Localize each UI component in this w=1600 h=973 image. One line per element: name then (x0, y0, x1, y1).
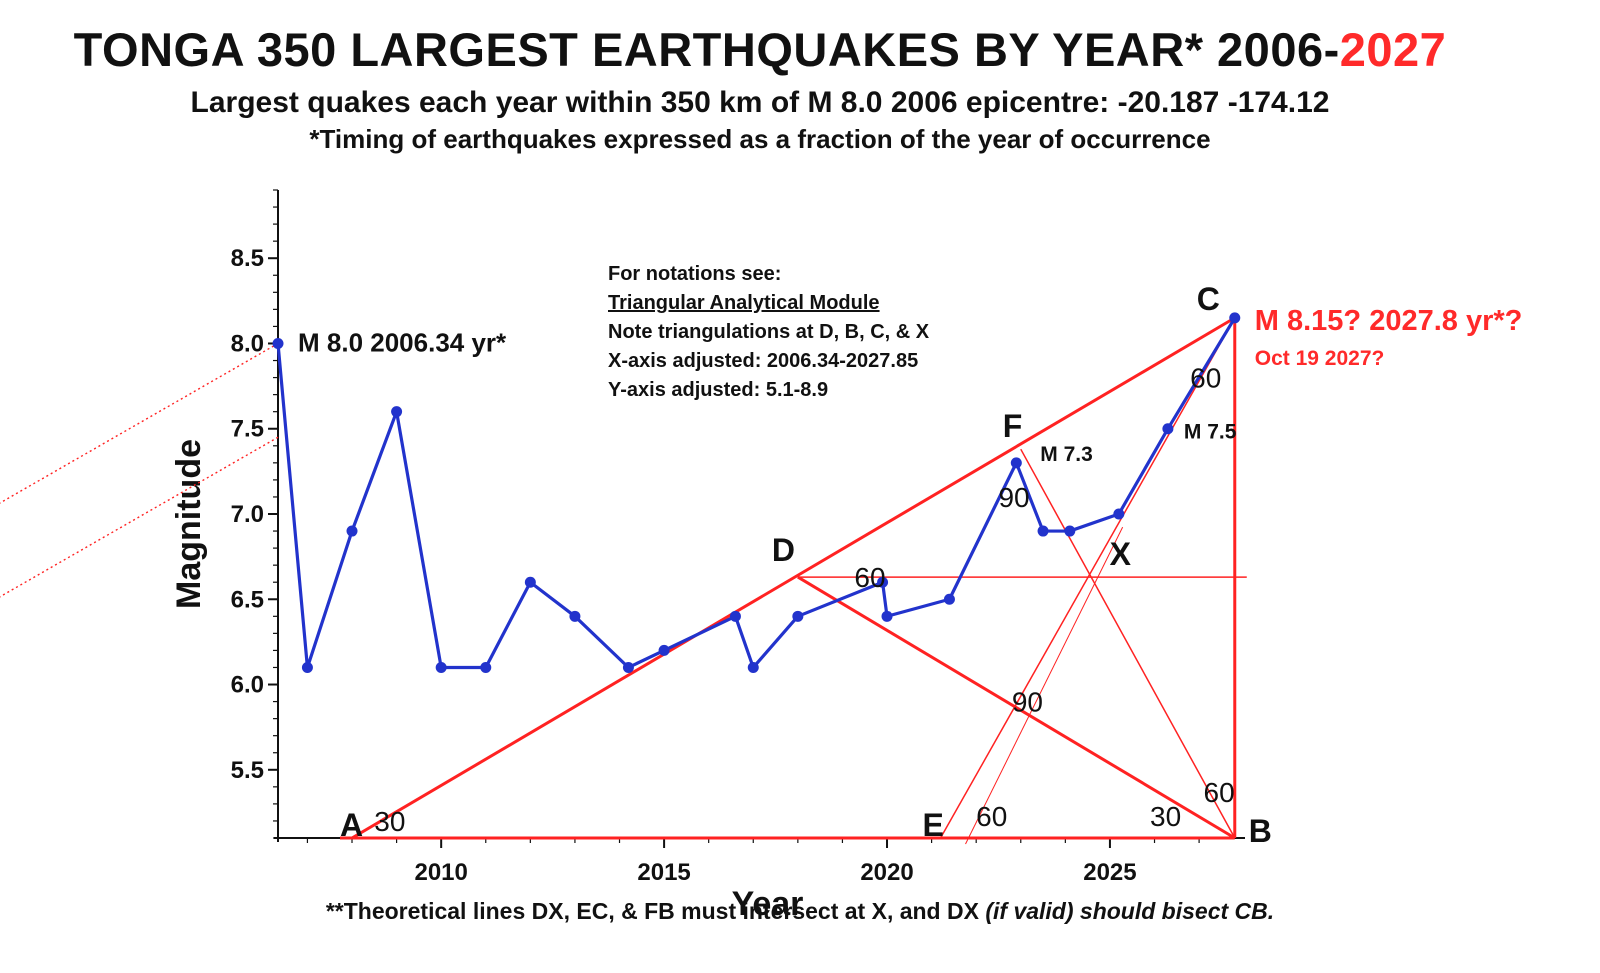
annotation-m73: M 7.3 (1040, 443, 1093, 466)
data-point (622, 661, 634, 673)
notes-line-3: Note triangulations at D, B, C, & X (608, 321, 930, 343)
data-point (1064, 525, 1076, 537)
annotation-forecast-date: Oct 19 2027? (1255, 347, 1385, 370)
angle-label: 30 (374, 806, 405, 837)
x-tick-label: 2010 (414, 859, 467, 886)
notes-line-4: X-axis adjusted: 2006.34-2027.85 (608, 350, 919, 372)
notes-line-1: For notations see: (608, 263, 782, 285)
data-point (272, 337, 284, 349)
footnote-italic: (if valid) should bisect CB. (985, 898, 1275, 924)
data-point (943, 593, 955, 605)
line-E-parallel (965, 526, 1124, 845)
angle-label: 60 (1204, 777, 1235, 808)
data-point (1010, 457, 1022, 469)
data-point (877, 576, 889, 588)
point-label-F: F (1003, 408, 1023, 444)
data-point (747, 661, 759, 673)
notes-line-2: Triangular Analytical Module (608, 292, 880, 314)
dotted-parallel-line (0, 436, 279, 598)
angle-label: 90 (1012, 687, 1043, 718)
annotation-m75: M 7.5 (1184, 421, 1237, 444)
chart-title: TONGA 350 LARGEST EARTHQUAKES BY YEAR* 2… (0, 22, 1520, 77)
x-tick-label: 2025 (1083, 859, 1136, 886)
annotation-forecast: M 8.15? 2027.8 yr*? (1255, 305, 1523, 337)
x-tick-label: 2020 (860, 859, 913, 886)
line-AC (351, 316, 1236, 840)
point-label-C: C (1197, 281, 1220, 317)
data-point (881, 610, 893, 622)
data-point (480, 661, 492, 673)
point-label-A: A (340, 807, 363, 843)
annotation-m80: M 8.0 2006.34 yr* (298, 327, 507, 357)
y-tick-label: 8.0 (231, 330, 264, 357)
y-tick-label: 7.5 (231, 416, 264, 443)
data-point (435, 661, 447, 673)
data-point (1162, 423, 1174, 435)
data-point (1113, 508, 1125, 520)
data-point (1229, 312, 1241, 324)
y-tick-label: 6.5 (231, 586, 264, 613)
data-point (301, 661, 313, 673)
y-tick-label: 8.5 (231, 245, 264, 272)
angle-label: 60 (1190, 363, 1221, 394)
notations-box: For notations see: Triangular Analytical… (608, 260, 929, 405)
y-tick-label: 5.5 (231, 757, 264, 784)
chart-subtitle: Largest quakes each year within 350 km o… (190, 86, 1330, 119)
x-tick-label: 2015 (637, 859, 690, 886)
angle-label: 60 (854, 562, 885, 593)
point-label-D: D (772, 532, 795, 568)
data-point (524, 576, 536, 588)
footnote-text: **Theoretical lines DX, EC, & FB must in… (325, 898, 986, 924)
point-label-X: X (1110, 536, 1132, 572)
x-axis-title: Year (732, 885, 804, 923)
magnitude-series-line (276, 317, 1237, 670)
point-label-E: E (923, 807, 944, 843)
angle-label: 90 (998, 482, 1029, 513)
chart-note: *Timing of earthquakes expressed as a fr… (309, 124, 1211, 154)
title-main: TONGA 350 LARGEST EARTHQUAKES BY YEAR* 2… (73, 23, 1340, 76)
data-point (729, 610, 741, 622)
data-point (658, 644, 670, 656)
y-tick-label: 6.0 (231, 672, 264, 699)
data-point (792, 610, 804, 622)
y-tick-label: 7.0 (231, 501, 264, 528)
data-point (1037, 525, 1049, 537)
line-DB (797, 575, 1236, 840)
notes-line-5: Y-axis adjusted: 5.1-8.9 (608, 379, 829, 401)
data-point (391, 406, 403, 418)
footnote: **Theoretical lines DX, EC, & FB must in… (0, 898, 1600, 925)
title-accent-year: 2027 (1339, 23, 1447, 76)
point-label-B: B (1249, 813, 1272, 849)
angle-label: 30 (1150, 801, 1181, 832)
data-point (569, 610, 581, 622)
angle-label: 60 (976, 801, 1007, 832)
line-FB (1020, 448, 1236, 839)
data-point (346, 525, 358, 537)
y-axis-title: Magnitude (170, 439, 208, 609)
line-EC (939, 317, 1236, 839)
